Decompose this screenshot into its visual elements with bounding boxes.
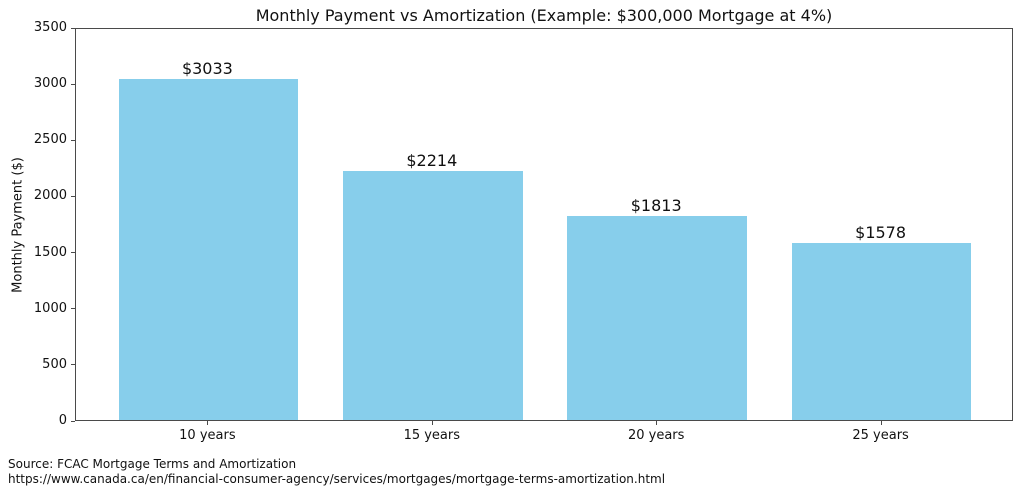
x-tick-label: 10 years xyxy=(179,428,236,443)
y-tick-mark xyxy=(71,83,75,85)
x-tick-mark xyxy=(431,421,433,425)
bar-value-label: $2214 xyxy=(406,151,458,171)
x-tick-mark xyxy=(656,421,658,425)
source-line: Source: FCAC Mortgage Terms and Amortiza… xyxy=(8,457,297,471)
bar-10-years xyxy=(118,79,299,420)
bar-value-label: $1813 xyxy=(630,196,682,216)
x-tick-mark xyxy=(880,421,882,425)
bar-25-years xyxy=(791,242,972,420)
y-tick-mark xyxy=(71,27,75,29)
y-tick-label: 0 xyxy=(58,413,67,428)
y-tick-mark xyxy=(71,420,75,422)
y-tick-label: 500 xyxy=(42,356,67,372)
y-axis-label: Monthly Payment ($) xyxy=(10,157,26,293)
x-tick-label: 25 years xyxy=(852,428,909,443)
x-tick-label: 20 years xyxy=(627,428,685,443)
bar-value-label: $3033 xyxy=(181,59,233,79)
x-tick-mark xyxy=(207,421,209,425)
y-tick-label: 1500 xyxy=(33,244,67,260)
plot-area xyxy=(75,28,1013,421)
source-note: Source: FCAC Mortgage Terms and Amortiza… xyxy=(8,457,665,487)
y-tick-label: 1000 xyxy=(33,300,67,316)
y-tick-label: 2500 xyxy=(33,132,67,148)
chart-title: Monthly Payment vs Amortization (Example… xyxy=(255,6,833,25)
source-url: https://www.canada.ca/en/financial-consu… xyxy=(8,472,666,486)
x-tick-label: 15 years xyxy=(403,428,461,443)
y-tick-mark xyxy=(71,252,75,254)
y-tick-mark xyxy=(71,195,75,197)
y-tick-mark xyxy=(71,308,75,310)
y-tick-mark xyxy=(71,139,75,141)
y-tick-label: 3000 xyxy=(33,76,67,92)
y-tick-label: 2000 xyxy=(33,188,67,204)
y-tick-mark xyxy=(71,364,75,366)
bar-15-years xyxy=(343,171,523,420)
y-tick-label: 3500 xyxy=(33,20,67,35)
bar-value-label: $1578 xyxy=(855,222,907,242)
bar-20-years xyxy=(567,216,747,420)
